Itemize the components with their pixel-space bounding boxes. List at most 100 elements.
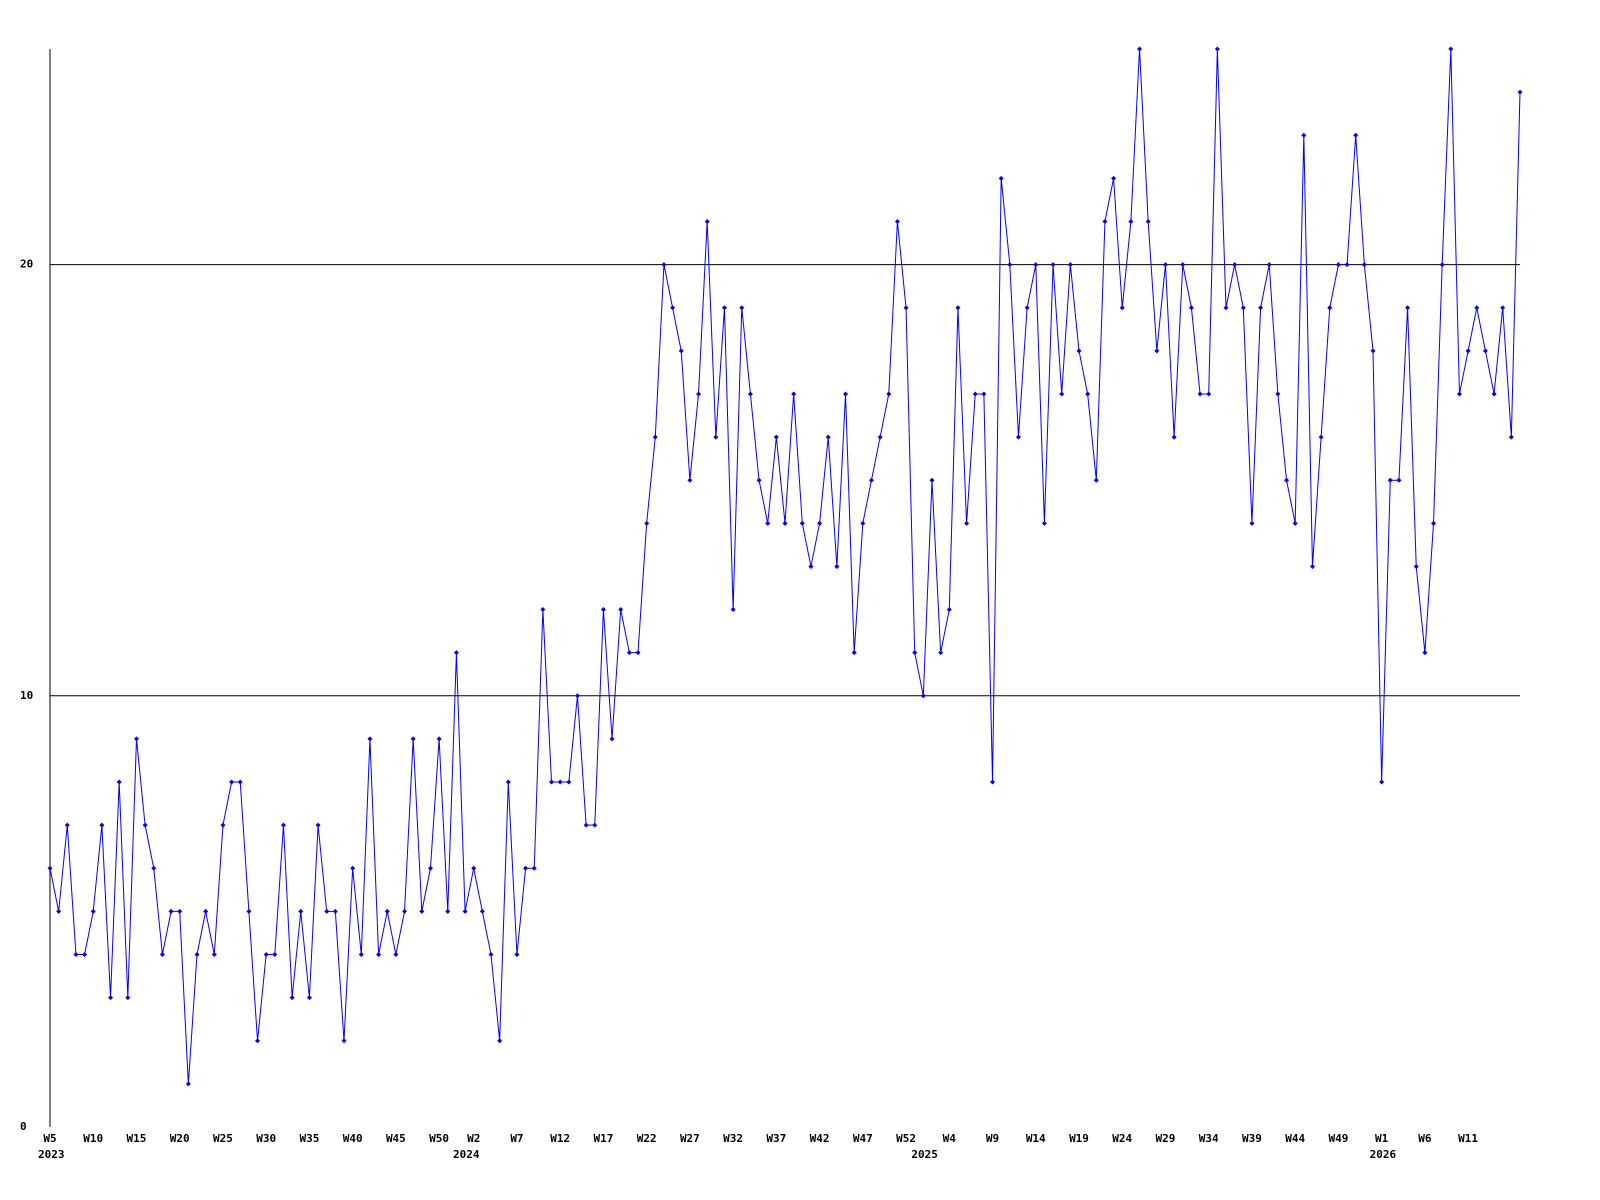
y-tick-label: 0 [20,1120,27,1133]
data-point [912,650,918,656]
data-point [1275,391,1281,397]
data-point [298,908,304,914]
data-point [220,822,226,828]
data-point [955,305,961,311]
x-tick-label: W17 [593,1132,613,1145]
data-point [1162,262,1168,268]
data-point [453,650,459,656]
data-point [56,908,62,914]
data-point [419,908,425,914]
data-point [47,865,53,871]
data-point [903,305,909,311]
data-point [1508,434,1514,440]
data-point [185,1081,191,1087]
data-point [1180,262,1186,268]
data-point [791,391,797,397]
data-point [1370,348,1376,354]
data-point [1076,348,1082,354]
data-point [1500,305,1506,311]
data-point [739,305,745,311]
x-tick-label: W7 [510,1132,523,1145]
data-point [1301,132,1307,138]
y-tick-label: 20 [20,258,33,271]
x-tick-label: W30 [256,1132,276,1145]
data-point [1422,650,1428,656]
data-point [1361,262,1367,268]
data-point [1111,175,1117,181]
data-point [1309,563,1315,569]
data-point [860,520,866,526]
y-tick-label: 10 [20,689,33,702]
data-point [280,822,286,828]
data-point [696,391,702,397]
data-point [661,262,667,268]
data-point [652,434,658,440]
x-tick-label: W4 [943,1132,957,1145]
data-point [843,391,849,397]
data-point [410,736,416,742]
data-point [341,1038,347,1044]
data-point [592,822,598,828]
data-point [1318,434,1324,440]
data-point [332,908,338,914]
data-point [1050,262,1056,268]
data-point [635,650,641,656]
data-point [678,348,684,354]
data-point [1240,305,1246,311]
data-point [756,477,762,483]
data-point [263,952,269,958]
data-point [730,607,736,613]
data-point [1387,477,1393,483]
data-point [877,434,883,440]
data-point [1067,262,1073,268]
data-point [1024,305,1030,311]
data-point [1206,391,1212,397]
x-tick-label: W20 [170,1132,190,1145]
data-point [488,952,494,958]
data-point [194,952,200,958]
data-point [1033,262,1039,268]
data-point [151,865,157,871]
data-point [609,736,615,742]
x-tick-label: W37 [766,1132,786,1145]
x-year-label: 2024 [453,1148,480,1161]
data-point [246,908,252,914]
x-tick-label: W47 [853,1132,873,1145]
data-point [782,520,788,526]
data-point [1223,305,1229,311]
data-point [177,908,183,914]
x-tick-label: W9 [986,1132,999,1145]
data-point [557,779,563,785]
x-tick-label: W32 [723,1132,743,1145]
data-point [747,391,753,397]
data-point [367,736,373,742]
data-point [894,218,900,224]
data-point [799,520,805,526]
data-point [817,520,823,526]
data-point [1041,520,1047,526]
data-point [1015,434,1021,440]
x-tick-label: W49 [1328,1132,1348,1145]
x-year-label: 2025 [911,1148,938,1161]
data-point [1102,218,1108,224]
data-point [315,822,321,828]
data-point [523,865,529,871]
data-point [497,1038,503,1044]
data-point [920,693,926,699]
data-point [549,779,555,785]
data-point [1154,348,1160,354]
data-point [1431,520,1437,526]
data-point [765,520,771,526]
x-tick-label: W14 [1026,1132,1046,1145]
x-tick-label: W34 [1199,1132,1219,1145]
data-point [289,995,295,1001]
x-tick-label: W11 [1458,1132,1478,1145]
data-point [583,822,589,828]
data-point [168,908,174,914]
data-point [929,477,935,483]
data-point [393,952,399,958]
data-point [1517,89,1523,95]
data-point [972,391,978,397]
data-point [1327,305,1333,311]
